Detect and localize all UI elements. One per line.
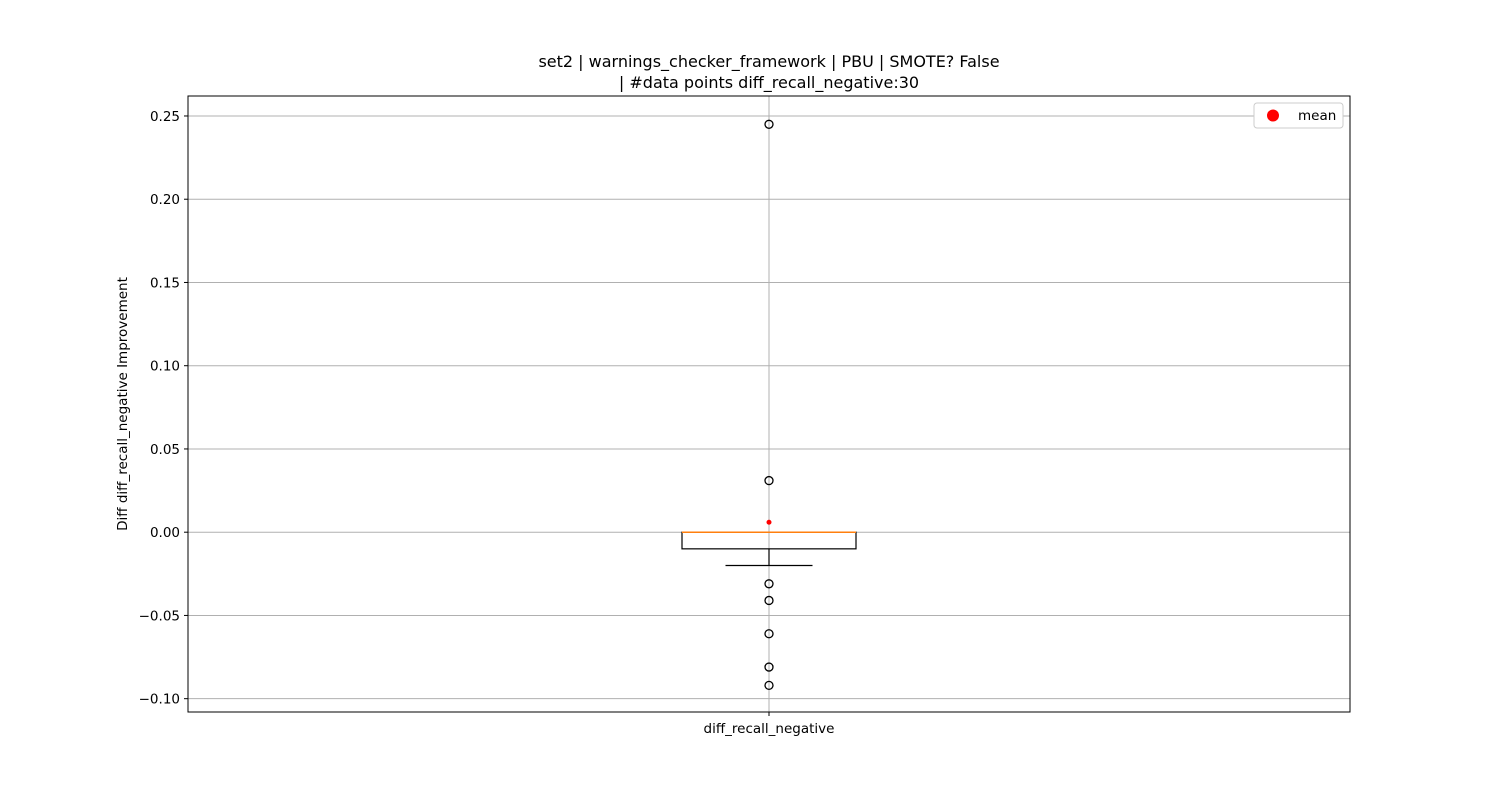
legend-frame: [1253, 102, 1344, 129]
outlier-point: [764, 680, 774, 691]
outlier-point: [764, 475, 774, 486]
y-axis-label: Diff diff_recall_negative Improvement: [115, 277, 131, 531]
outlier-point: [764, 662, 774, 672]
tick-layer: 0.25 0.20 0.15 0.10 0.05 0.00 −0.05 −0.10: [139, 109, 770, 716]
y-tick-label: 0.05: [150, 442, 180, 458]
y-tick-label: −0.05: [139, 608, 180, 624]
y-tick-label: 0.10: [150, 359, 180, 375]
outlier-point: [764, 595, 774, 606]
y-tick-label: 0.15: [150, 275, 180, 291]
x-tick-label: diff_recall_negative: [704, 721, 835, 737]
legend-mean-label: mean: [1298, 108, 1336, 124]
y-tick-label: 0.20: [150, 192, 180, 208]
legend: mean: [1253, 102, 1344, 129]
chart-title-line-2: | #data points diff_recall_negative:30: [619, 73, 919, 93]
mean-point: [766, 519, 772, 525]
box-layer: [681, 119, 857, 691]
legend-mean-marker: [1267, 109, 1279, 122]
outlier-point: [764, 629, 774, 639]
outlier-point: [764, 119, 774, 129]
chart-title-line-1: set2 | warnings_checker_framework | PBU …: [538, 52, 999, 72]
y-tick-label: 0.00: [150, 525, 180, 541]
outlier-point: [764, 579, 774, 589]
y-tick-label: 0.25: [150, 109, 180, 125]
grid-layer: [188, 96, 1350, 712]
y-tick-label: −0.10: [139, 692, 180, 708]
